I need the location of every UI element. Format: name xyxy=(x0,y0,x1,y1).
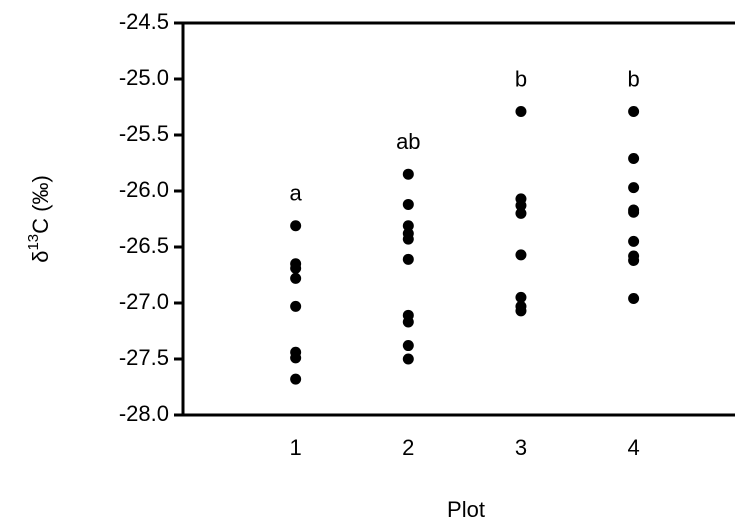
point xyxy=(515,291,527,303)
point xyxy=(628,182,640,194)
y-label-prefix: δ xyxy=(28,251,53,263)
point xyxy=(628,235,640,247)
point xyxy=(402,168,414,180)
point xyxy=(515,249,527,261)
x-tick-label: 2 xyxy=(402,435,414,460)
point xyxy=(402,220,414,232)
group-label: a xyxy=(290,181,303,206)
point xyxy=(515,207,527,219)
group-label: b xyxy=(515,66,527,91)
point xyxy=(290,373,302,385)
y-label-suffix: C (‰) xyxy=(28,175,53,234)
point xyxy=(402,353,414,365)
y-tick-label: -26.5 xyxy=(119,233,169,258)
point xyxy=(515,305,527,317)
point xyxy=(515,200,527,212)
point xyxy=(628,153,640,165)
point xyxy=(290,300,302,312)
point xyxy=(628,206,640,218)
y-axis-label: δ13C (‰) xyxy=(25,175,53,263)
point xyxy=(290,352,302,364)
point xyxy=(402,340,414,352)
point xyxy=(402,316,414,328)
x-tick-label: 1 xyxy=(290,435,302,460)
point xyxy=(290,220,302,232)
y-tick-label: -26.0 xyxy=(119,177,169,202)
group-label: b xyxy=(627,66,639,91)
point xyxy=(402,253,414,265)
point xyxy=(402,233,414,245)
point xyxy=(628,293,640,305)
point xyxy=(515,105,527,117)
y-tick-label: -27.5 xyxy=(119,345,169,370)
y-tick-label: -24.5 xyxy=(119,9,169,34)
y-tick-label: -25.5 xyxy=(119,121,169,146)
x-tick-label: 4 xyxy=(627,435,639,460)
y-tick-label: -28.0 xyxy=(119,401,169,426)
point xyxy=(402,198,414,210)
group-label: ab xyxy=(396,129,420,154)
x-axis-label: Plot xyxy=(447,497,485,522)
y-tick-label: -27.0 xyxy=(119,289,169,314)
y-label-superscript: 13 xyxy=(25,234,42,251)
x-tick-label: 3 xyxy=(515,435,527,460)
point xyxy=(628,105,640,117)
point xyxy=(628,254,640,266)
point xyxy=(290,272,302,284)
y-tick-label: -25.0 xyxy=(119,65,169,90)
point xyxy=(290,262,302,274)
